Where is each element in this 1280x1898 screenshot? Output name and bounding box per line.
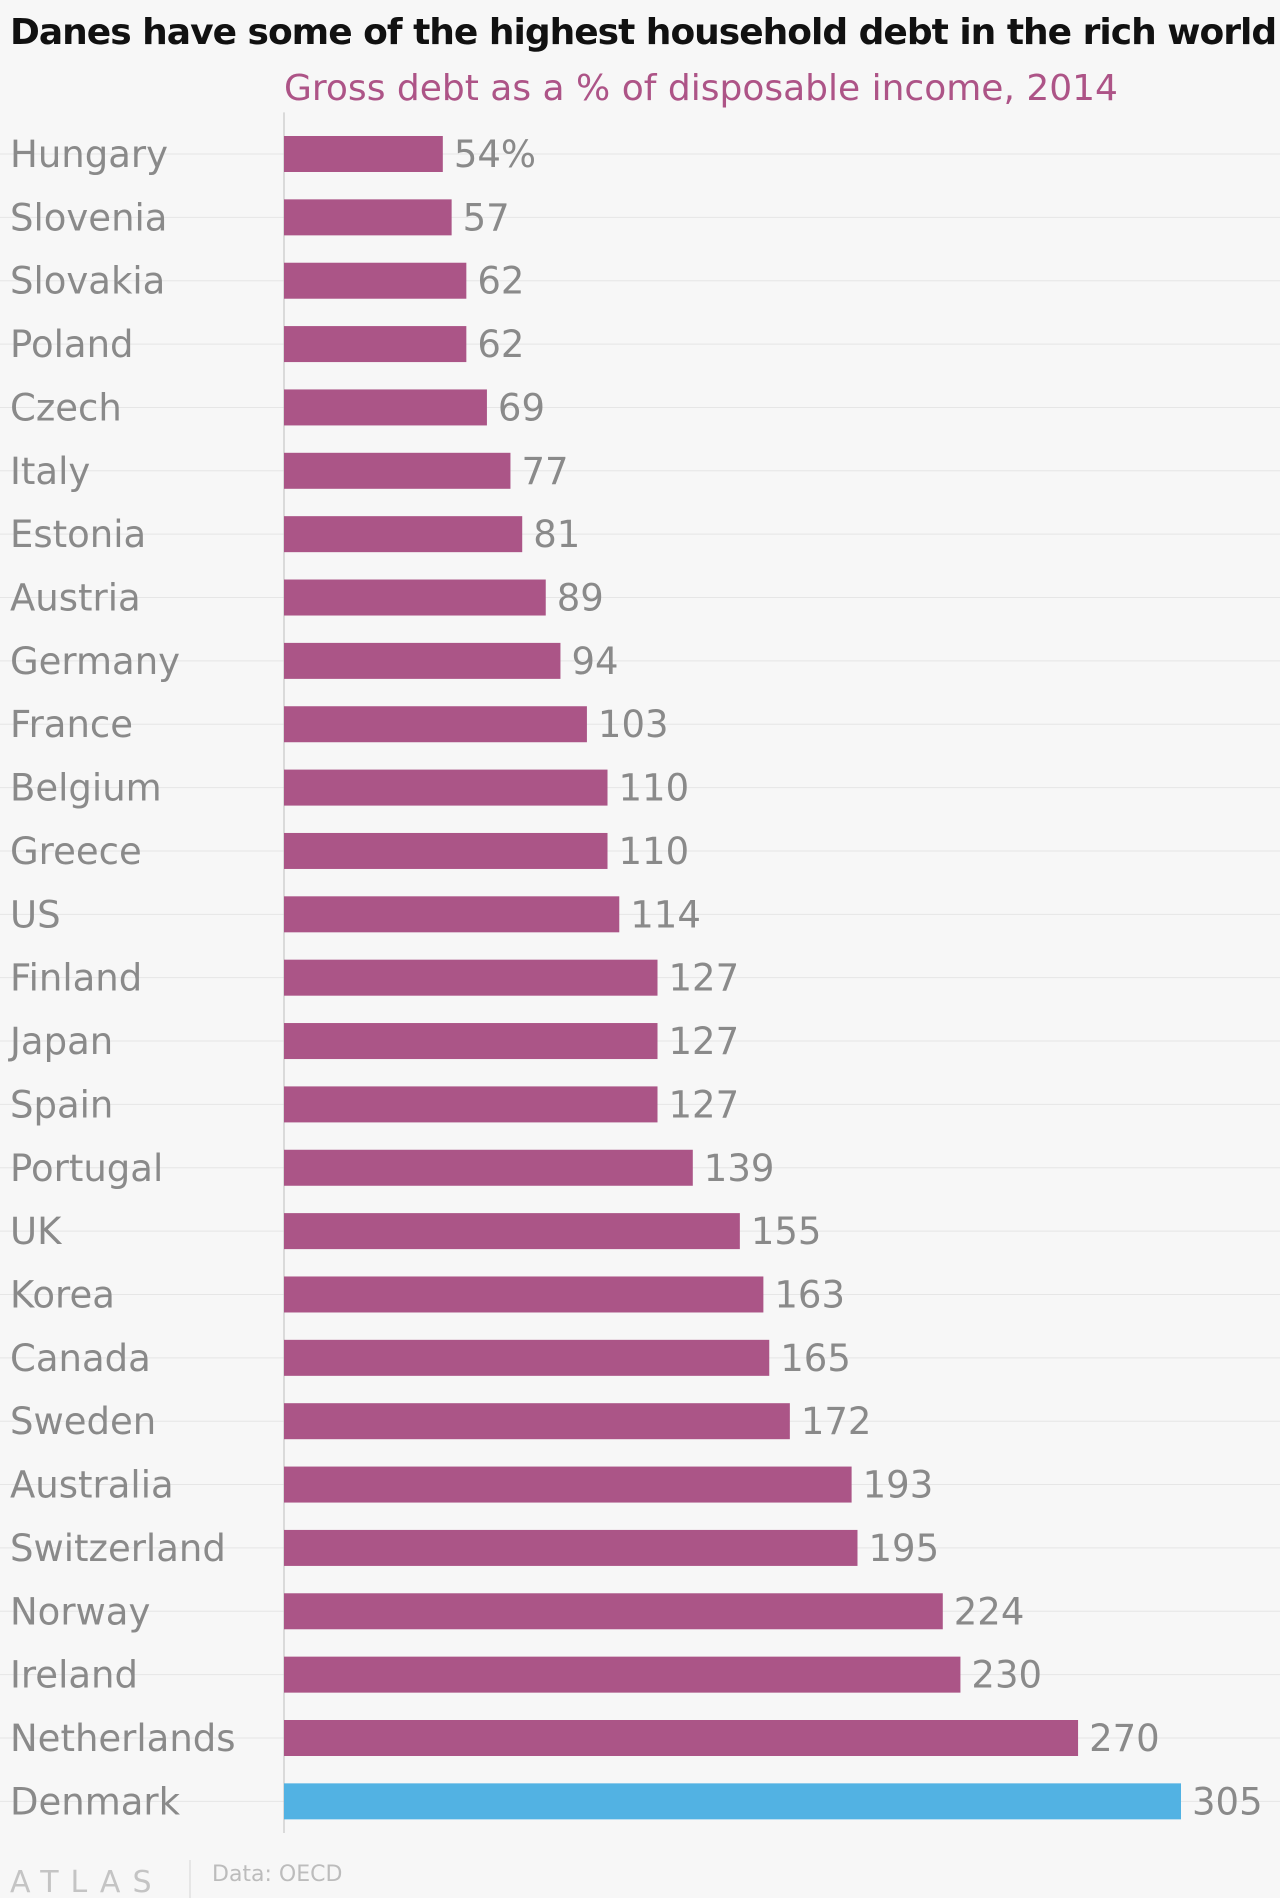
value-label: 224 [954, 1590, 1025, 1633]
bar [284, 1339, 770, 1376]
category-label: Hungary [10, 133, 168, 176]
source-note: Data: OECD [212, 1862, 342, 1887]
chart-subtitle: Gross debt as a % of disposable income, … [284, 68, 1118, 109]
bar [284, 1403, 790, 1440]
category-label: US [10, 893, 61, 936]
bar [284, 1276, 764, 1313]
category-label: Slovenia [10, 196, 167, 239]
value-label: 89 [557, 577, 604, 620]
value-label: 230 [971, 1654, 1042, 1697]
bar [284, 579, 546, 616]
value-label: 163 [774, 1273, 845, 1316]
category-label: Norway [10, 1590, 150, 1633]
category-label: Slovakia [10, 260, 165, 303]
brand-logo: ATLAS [10, 1865, 164, 1898]
bar [284, 326, 467, 363]
bar [284, 1720, 1079, 1756]
value-label: 77 [521, 450, 568, 493]
value-label: 127 [669, 1083, 740, 1126]
bar [284, 1656, 961, 1693]
category-label: Italy [10, 450, 90, 493]
bar [284, 959, 658, 996]
bar [284, 389, 487, 426]
category-label: Belgium [10, 767, 162, 810]
chart-title: Danes have some of the highest household… [10, 12, 1276, 53]
category-label: UK [10, 1210, 63, 1253]
bar [284, 896, 620, 933]
bar [284, 832, 608, 869]
bar [284, 136, 443, 172]
category-label: Denmark [10, 1780, 181, 1823]
category-label: Switzerland [10, 1527, 226, 1570]
bar [284, 199, 452, 236]
value-label: 62 [477, 323, 524, 366]
category-label: Sweden [10, 1400, 156, 1443]
bar [284, 1086, 658, 1123]
bar [284, 1213, 740, 1250]
category-label: Austria [10, 577, 141, 620]
value-label: 155 [751, 1210, 822, 1253]
category-label: Ireland [10, 1654, 138, 1697]
bar [284, 1023, 658, 1060]
value-label: 114 [630, 893, 701, 936]
bar [284, 1529, 858, 1566]
bars [284, 136, 1181, 1820]
value-label: 270 [1089, 1717, 1160, 1760]
category-label: Portugal [10, 1147, 163, 1190]
bar [284, 1783, 1181, 1820]
bar [284, 1149, 693, 1186]
bar [284, 769, 608, 806]
category-label: Australia [10, 1464, 174, 1507]
value-label: 172 [801, 1400, 872, 1443]
value-label: 110 [619, 830, 690, 873]
category-label: Germany [10, 640, 180, 683]
bar [284, 516, 523, 553]
bar [284, 262, 467, 299]
value-label: 193 [863, 1464, 934, 1507]
category-label: Netherlands [10, 1717, 236, 1760]
bar [284, 642, 561, 679]
value-label: 139 [704, 1147, 775, 1190]
value-label: 62 [477, 260, 524, 303]
value-label: 110 [619, 767, 690, 810]
bar [284, 1466, 852, 1503]
brand-wordmark: ATLAS [10, 1865, 164, 1898]
value-label: 94 [571, 640, 618, 683]
value-label: 195 [868, 1527, 939, 1570]
value-label: 305 [1192, 1780, 1263, 1823]
value-label: 57 [463, 196, 510, 239]
category-label: France [10, 703, 133, 746]
value-label: 165 [780, 1337, 851, 1380]
category-label: Canada [10, 1337, 151, 1380]
bar [284, 452, 511, 489]
category-label: Spain [10, 1083, 113, 1126]
value-label: 127 [669, 1020, 740, 1063]
bar [284, 706, 587, 743]
value-label: 69 [498, 386, 545, 429]
category-label: Japan [8, 1020, 113, 1063]
bar [284, 1593, 943, 1630]
category-labels: Hungary Slovenia Slovakia Poland Czech Italy E… [8, 133, 236, 1823]
category-label: Greece [10, 830, 142, 873]
value-labels: 54% 57 62 62 69 77 81 89 94 103 110 110 114 127 127 127… [454, 133, 1263, 1823]
value-label: 103 [598, 703, 669, 746]
category-label: Estonia [10, 513, 146, 556]
category-label: Poland [10, 323, 134, 366]
category-label: Czech [10, 386, 122, 429]
value-label: 81 [533, 513, 580, 556]
category-label: Finland [10, 957, 142, 1000]
category-label: Korea [10, 1273, 115, 1316]
value-label: 127 [669, 957, 740, 1000]
value-label: 54% [454, 133, 536, 176]
